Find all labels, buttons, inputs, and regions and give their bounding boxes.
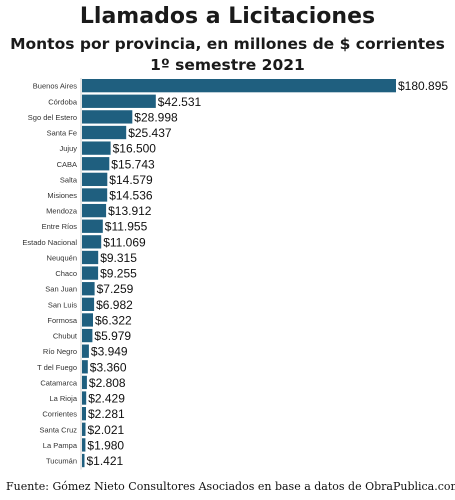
source-footer: Fuente: Gómez Nieto Consultores Asociado…: [6, 480, 455, 493]
category-label-la-rioja: La Rioja: [49, 394, 77, 403]
value-label-tucuman: $1.421: [87, 454, 124, 468]
category-label-caba: CABA: [57, 160, 77, 169]
value-label-estado-nacional: $11.069: [103, 235, 146, 249]
bar-sgo-del-estero: [82, 110, 133, 124]
chart-title: Llamados a Licitaciones: [79, 4, 376, 29]
value-label-rio-negro: $3.949: [91, 345, 128, 359]
value-label-formosa: $6.322: [95, 313, 132, 327]
category-label-santa-fe: Santa Fe: [47, 129, 77, 138]
category-label-chaco: Chaco: [55, 269, 77, 278]
value-label-san-juan: $7.259: [97, 282, 134, 296]
value-label-corrientes: $2.281: [88, 407, 125, 421]
bar-la-rioja: [82, 391, 87, 405]
category-label-rio-negro: Río Negro: [43, 347, 77, 356]
value-label-buenos-aires: $180.895: [398, 79, 448, 93]
value-label-la-pampa: $1.980: [87, 438, 124, 452]
value-label-mendoza: $13.912: [108, 204, 152, 218]
value-label-chubut: $5.979: [94, 329, 131, 343]
value-label-la-rioja: $2.429: [88, 392, 125, 406]
value-label-san-luis: $6.982: [96, 298, 133, 312]
category-label-la-pampa: La Pampa: [43, 441, 78, 450]
value-label-caba: $15.743: [111, 157, 155, 171]
bar-chubut: [82, 328, 93, 343]
bar-formosa: [82, 313, 93, 327]
bar-chaco: [82, 266, 99, 280]
category-label-estado-nacional: Estado Nacional: [22, 238, 77, 247]
bar-santa-fe: [82, 125, 127, 140]
value-label-catamarca: $2.808: [89, 376, 126, 390]
bar-san-luis: [82, 297, 95, 311]
bar-mendoza: [82, 203, 107, 218]
category-label-mendoza: Mendoza: [46, 207, 78, 216]
value-label-misiones: $14.536: [109, 188, 153, 202]
category-label-sgo-del-estero: Sgo del Estero: [28, 113, 77, 122]
bar-entre-rios: [82, 219, 103, 233]
value-label-neuquen: $9.315: [100, 251, 137, 265]
value-label-jujuy: $16.500: [113, 142, 157, 156]
category-label-san-luis: San Luis: [48, 300, 77, 309]
bar-corrientes: [82, 407, 86, 421]
bar-t-del-fuego: [82, 360, 88, 374]
chart-period: 1º semestre 2021: [150, 56, 305, 74]
category-label-corrientes: Corrientes: [42, 410, 77, 419]
category-label-misiones: Misiones: [47, 191, 77, 200]
bar-salta: [82, 172, 108, 187]
value-label-sgo-del-estero: $28.998: [134, 110, 178, 124]
bar-chart: Buenos Aires $180.895 Córdoba $42.531 Sgo de…: [22, 78, 448, 470]
value-label-chaco: $9.255: [100, 267, 137, 281]
category-label-neuquen: Neuquén: [47, 253, 77, 262]
category-label-cordoba: Córdoba: [48, 97, 78, 106]
bar-neuquen: [82, 250, 99, 265]
bar-santa-cruz: [82, 422, 86, 436]
bar-catamarca: [82, 375, 87, 390]
bar-san-juan: [82, 282, 95, 296]
bar-tucuman: [82, 453, 85, 468]
value-label-t-del-fuego: $3.360: [90, 360, 127, 374]
value-label-salta: $14.579: [109, 173, 153, 187]
category-label-formosa: Formosa: [47, 316, 77, 325]
category-label-t-del-fuego: T del Fuego: [37, 363, 77, 372]
chart-subtitle: Montos por provincia, en millones de $ c…: [10, 35, 445, 53]
value-label-cordoba: $42.531: [158, 95, 202, 109]
bar-rio-negro: [82, 344, 89, 358]
value-label-santa-fe: $25.437: [128, 126, 172, 140]
bar-misiones: [82, 188, 108, 202]
bar-jujuy: [82, 141, 111, 155]
bar-caba: [82, 157, 110, 171]
category-label-chubut: Chubut: [53, 332, 78, 341]
category-label-tucuman: Tucumán: [46, 457, 77, 466]
bar-estado-nacional: [82, 235, 102, 249]
category-label-san-juan: San Juan: [45, 285, 77, 294]
category-label-entre-rios: Entre Ríos: [42, 222, 78, 231]
bar-cordoba: [82, 94, 156, 108]
category-label-catamarca: Catamarca: [40, 378, 78, 387]
value-label-santa-cruz: $2.021: [88, 423, 125, 437]
bar-buenos-aires: [82, 79, 396, 93]
category-label-jujuy: Jujuy: [59, 144, 77, 153]
value-label-entre-rios: $11.955: [105, 220, 148, 234]
bar-la-pampa: [82, 438, 86, 452]
category-label-buenos-aires: Buenos Aires: [33, 82, 77, 91]
category-label-salta: Salta: [60, 175, 78, 184]
category-label-santa-cruz: Santa Cruz: [39, 425, 77, 434]
